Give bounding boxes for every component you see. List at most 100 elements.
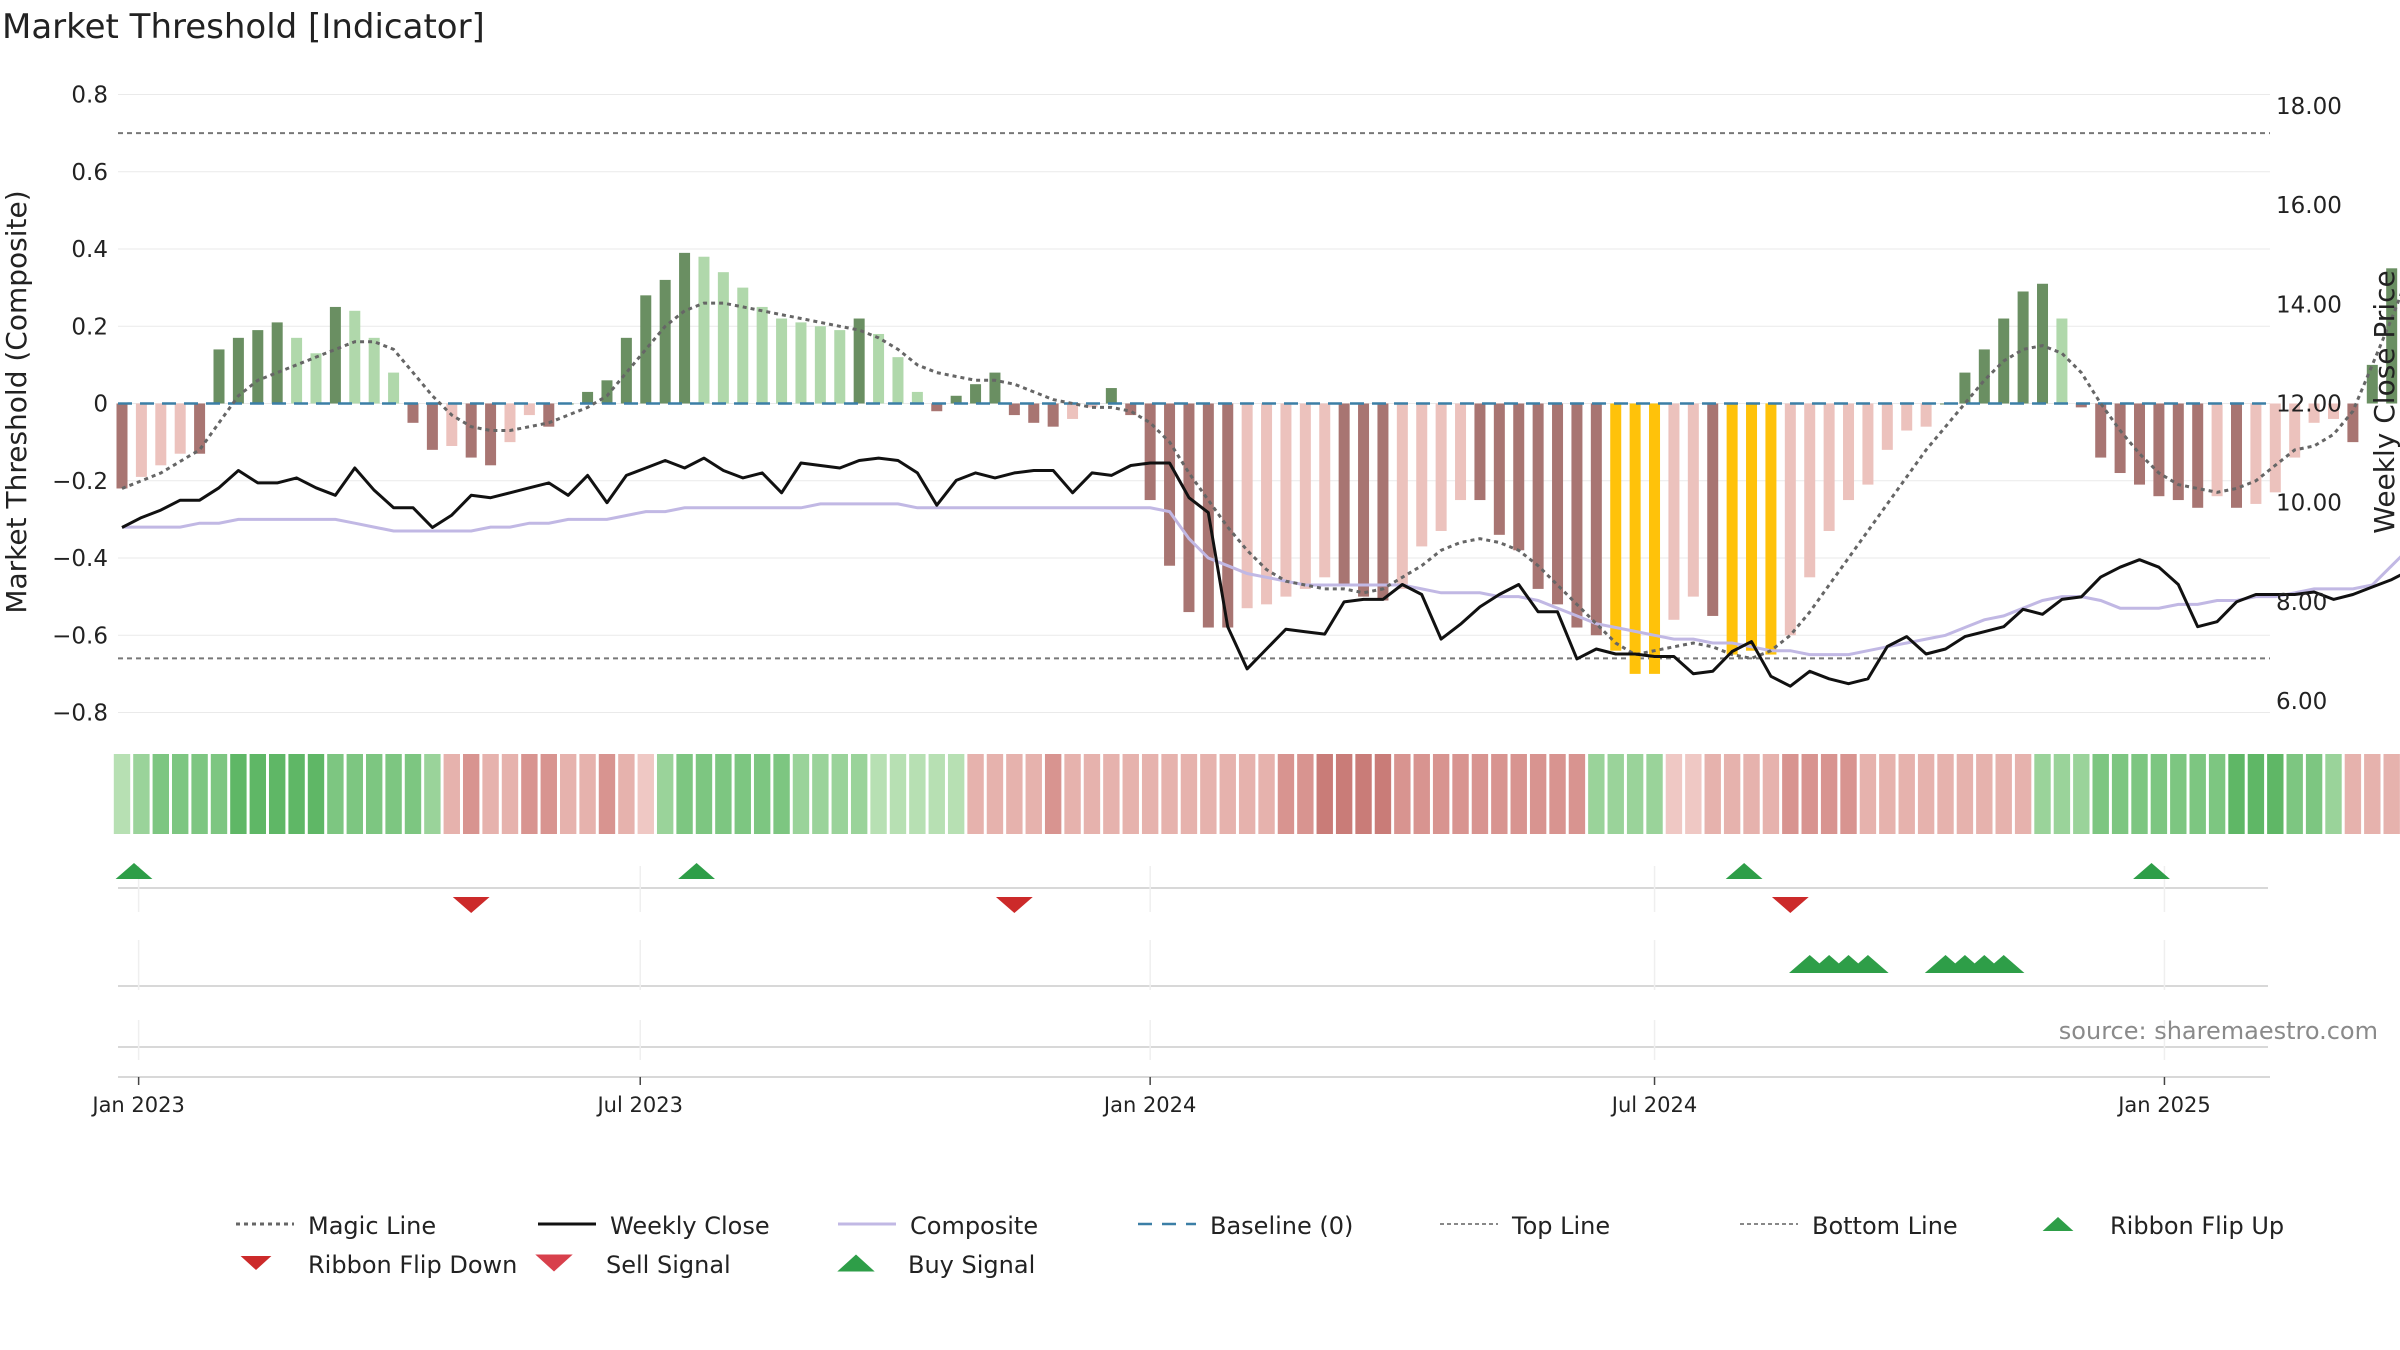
composite-bar <box>1901 403 1913 431</box>
ribbon-segment <box>1937 754 1954 834</box>
composite-bar <box>1299 403 1311 589</box>
ribbon-segment <box>656 754 674 834</box>
ribbon-segment <box>850 754 868 834</box>
composite-bar <box>2153 403 2165 497</box>
legend-label: Top Line <box>1511 1212 1610 1240</box>
ribbon-segment <box>404 754 422 834</box>
composite-bar <box>2056 318 2068 404</box>
ribbon-segment <box>2111 754 2129 834</box>
composite-bar <box>2017 291 2029 404</box>
composite-bar <box>1067 403 1079 419</box>
ribbon-segment <box>1568 754 1586 834</box>
legend-label: Ribbon Flip Up <box>2110 1212 2284 1240</box>
ribbon-segment <box>2189 754 2206 834</box>
ribbon-segment <box>443 754 460 834</box>
ribbon-segment <box>1083 754 1101 834</box>
composite-bar <box>1649 403 1661 674</box>
legend-item: Buy Signal <box>837 1251 1035 1279</box>
ribbon-segment <box>1588 754 1605 834</box>
composite-bar <box>931 403 943 412</box>
composite-bar <box>174 403 186 454</box>
y-left-tick-label: 0.2 <box>71 314 108 340</box>
ribbon-segment <box>1335 754 1353 834</box>
x-tick-label: Jan 2024 <box>1102 1093 1197 1117</box>
y-left-tick-label: −0.4 <box>52 546 108 572</box>
composite-bar <box>1843 403 1855 501</box>
ribbon-segment <box>1898 754 1915 834</box>
composite-bar <box>1629 403 1641 674</box>
composite-bar <box>1920 403 1932 427</box>
composite-bar <box>1571 403 1583 628</box>
ribbon-segment <box>1277 754 1295 834</box>
composite-bar <box>523 403 535 416</box>
y-left-tick-label: 0 <box>93 392 108 418</box>
y-right-tick-label: 12.00 <box>2276 392 2342 418</box>
ribbon-flip-up-marker <box>1725 863 1763 879</box>
ribbon-segment <box>967 754 984 834</box>
legend-item: Sell Signal <box>535 1251 731 1279</box>
ribbon-segment <box>1762 754 1780 834</box>
composite-bar <box>1804 403 1816 578</box>
ribbon-segment <box>1141 754 1159 834</box>
ribbon-segment <box>598 754 616 834</box>
composite-bar <box>1513 403 1525 551</box>
ribbon-segment <box>715 754 732 834</box>
ribbon-segment <box>2247 754 2265 834</box>
y-left-tick-label: −0.2 <box>52 469 108 495</box>
ribbon-flip-down-marker <box>452 897 490 913</box>
composite-bar <box>329 306 341 404</box>
ribbon-segment <box>113 754 131 834</box>
legend-marker <box>2042 1217 2074 1231</box>
y-left-tick-label: −0.6 <box>52 623 108 649</box>
composite-bar <box>2269 403 2281 493</box>
legend-label: Baseline (0) <box>1210 1212 1353 1240</box>
composite-bar <box>1338 403 1350 586</box>
y-left-tick-label: 0.8 <box>71 83 108 109</box>
buy-signal-marker <box>1847 955 1889 973</box>
composite-bar <box>2366 364 2378 404</box>
ribbon-segment <box>2325 754 2342 834</box>
weekly-close-line <box>121 456 2400 688</box>
ribbon-flip-down-marker <box>1771 897 1809 913</box>
composite-bar <box>2192 403 2204 508</box>
composite-bar <box>1280 403 1292 597</box>
ribbon-segment <box>2286 754 2303 834</box>
ribbon-segment <box>1025 754 1042 834</box>
composite-bar <box>756 306 768 404</box>
ribbon-segment <box>346 754 363 834</box>
y-right-tick-label: 10.00 <box>2276 491 2342 517</box>
composite-bar <box>1455 403 1467 501</box>
ribbon-segment <box>2228 754 2245 834</box>
ribbon-segment <box>1665 754 1683 834</box>
ribbon-segment <box>501 754 519 834</box>
ribbon-segment <box>637 754 654 834</box>
ribbon-flip-up-marker <box>2133 863 2170 879</box>
composite-bar <box>2114 403 2126 474</box>
ribbon-segment <box>1394 754 1411 834</box>
ribbon-segment <box>1723 754 1741 834</box>
composite-bar <box>659 279 671 404</box>
magic-line <box>121 292 2400 660</box>
ribbon-segment <box>1782 754 1799 834</box>
ribbon-segment <box>521 754 538 834</box>
ribbon-segment <box>753 754 771 834</box>
y-right-tick-label: 6.00 <box>2276 689 2327 715</box>
composite-bar <box>1532 403 1544 589</box>
composite-bar <box>1047 403 1059 427</box>
composite-bar <box>155 403 167 466</box>
ribbon-segment <box>1413 754 1430 834</box>
ribbon-segment <box>1529 754 1547 834</box>
composite-bar <box>582 391 594 404</box>
y-axis-right: 18.00 16.00 14.00 12.00 10.00 8.00 6.00 <box>2276 94 2342 715</box>
ribbon-segment <box>2305 754 2323 834</box>
composite-bar <box>1493 403 1505 535</box>
composite-bar <box>1959 372 1971 404</box>
y-right-tick-label: 18.00 <box>2276 94 2342 120</box>
legend-item: Ribbon Flip Up <box>2042 1212 2284 1240</box>
composite-bar <box>1590 403 1602 636</box>
composite-bar <box>1610 403 1622 651</box>
x-tick-label: Jan 2025 <box>2116 1093 2211 1117</box>
legend: Magic Line Weekly Close Composite Baseline … <box>236 1212 2284 1279</box>
ribbon-segment <box>1743 754 1760 834</box>
ribbon-segment <box>462 754 480 834</box>
